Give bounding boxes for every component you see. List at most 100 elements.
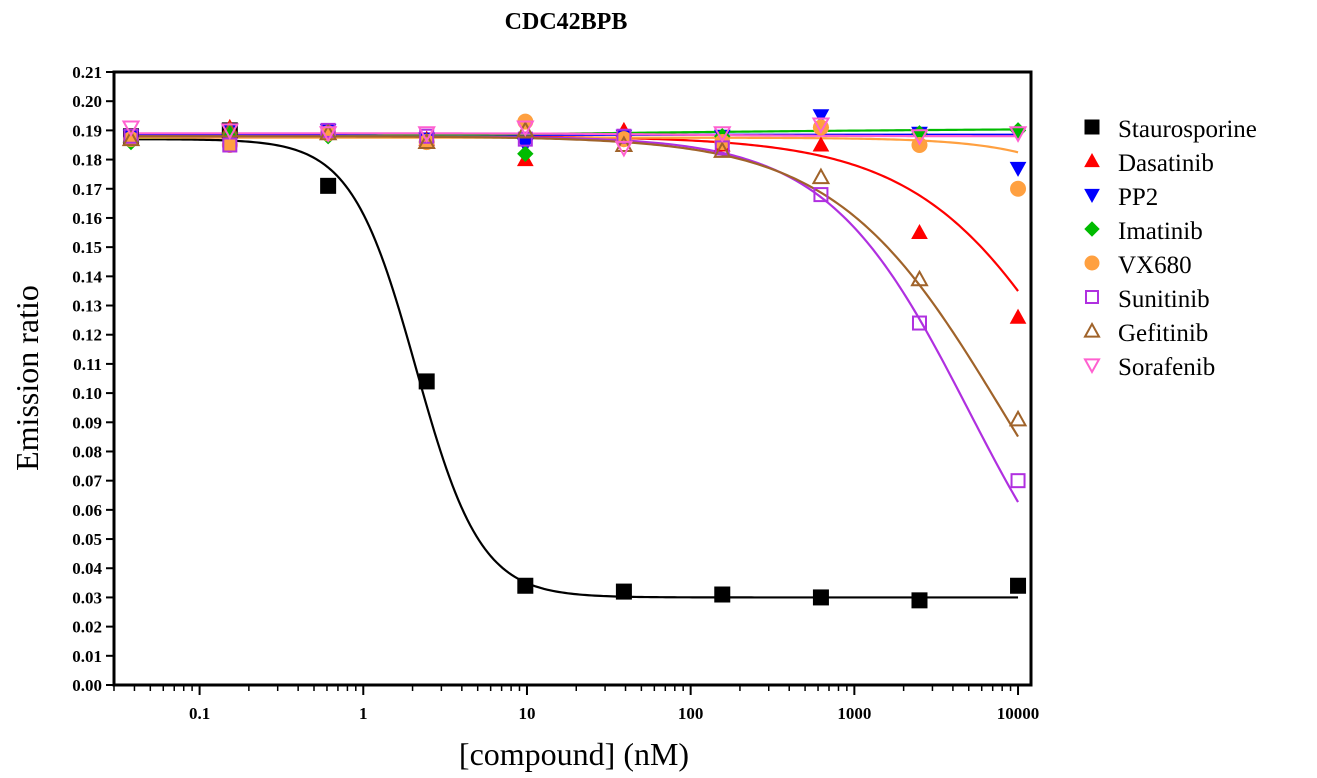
data-point — [418, 373, 435, 390]
data-point — [417, 132, 436, 150]
y-tick-label: 0.09 — [72, 413, 102, 432]
legend-item-pp2: PP2 — [1084, 184, 1158, 211]
data-point — [1010, 473, 1026, 489]
legend-marker — [1084, 188, 1100, 204]
y-axis: 0.00 0.01 0.02 0.03 0.04 0.05 0.06 0.07 0.08 0.09… — [72, 63, 114, 695]
legend-item-gefitinib: Gefitinib — [1083, 320, 1208, 347]
y-tick-label: 0.20 — [72, 92, 102, 111]
y-tick-label: 0.01 — [72, 647, 102, 666]
y-tick-label: 0.02 — [72, 618, 102, 637]
x-tick-label: 10000 — [997, 704, 1040, 723]
legend-marker — [1083, 358, 1101, 375]
legend-marker — [1084, 255, 1100, 271]
data-point — [1010, 577, 1027, 594]
legend-item-sunitinib: Sunitinib — [1085, 286, 1210, 313]
data-point — [1008, 126, 1028, 143]
series-sorafenib — [121, 117, 1028, 158]
y-tick-label: 0.17 — [72, 180, 102, 199]
y-tick-label: 0.03 — [72, 588, 102, 607]
data-point — [320, 177, 337, 194]
data-point — [811, 167, 831, 185]
x-tick-label: 10 — [518, 704, 535, 723]
plot-frame — [112, 70, 1033, 687]
y-tick-label: 0.13 — [72, 297, 102, 316]
data-point — [614, 135, 634, 152]
data-point — [910, 269, 929, 287]
data-point — [121, 129, 141, 147]
fit-curve-gefitinib — [129, 135, 1019, 438]
data-point — [813, 187, 829, 203]
legend-item-staurosporine: Staurosporine — [1084, 116, 1257, 143]
data-point — [1009, 161, 1027, 177]
data-point — [517, 577, 534, 594]
fit-curve-staurosporine — [129, 138, 1019, 599]
y-tick-label: 0.00 — [72, 676, 102, 695]
legend-label: Sorafenib — [1118, 354, 1215, 381]
data-point — [1009, 308, 1027, 324]
chart-title: CDC42BPB — [505, 9, 628, 35]
data-point — [812, 109, 830, 125]
data-point — [713, 126, 732, 143]
y-tick-label: 0.12 — [72, 326, 102, 345]
x-tick-label: 0.1 — [189, 704, 210, 723]
legend-label: Staurosporine — [1118, 116, 1257, 143]
series-vx680 — [122, 113, 1027, 197]
data-point — [911, 315, 927, 331]
legend-label: Imatinib — [1118, 218, 1203, 245]
fit-curve-dasatinib — [129, 135, 1019, 292]
series-staurosporine — [122, 122, 1027, 609]
data-point — [812, 589, 829, 606]
y-tick-label: 0.21 — [72, 63, 102, 82]
y-tick-label: 0.18 — [72, 151, 102, 170]
y-tick-label: 0.06 — [72, 501, 102, 520]
y-tick-label: 0.15 — [72, 238, 102, 257]
fit-curve-sorafenib — [129, 132, 1019, 138]
legend-marker — [1084, 152, 1100, 168]
series-dasatinib — [122, 118, 1027, 324]
y-tick-label: 0.14 — [72, 267, 102, 286]
legend-item-sorafenib: Sorafenib — [1083, 354, 1215, 381]
data-point — [910, 129, 929, 146]
data-point — [615, 583, 632, 600]
legend-marker — [1084, 221, 1100, 237]
legend-marker — [1085, 290, 1099, 304]
data-points — [121, 109, 1028, 609]
data-point — [713, 141, 732, 158]
y-tick-label: 0.11 — [73, 355, 102, 374]
fit-curve-sunitinib — [129, 135, 1019, 503]
data-point — [220, 123, 240, 140]
y-tick-label: 0.07 — [72, 472, 102, 491]
legend-label: VX680 — [1118, 252, 1192, 279]
data-point — [911, 224, 928, 240]
y-tick-label: 0.16 — [72, 209, 102, 228]
legend-item-dasatinib: Dasatinib — [1084, 150, 1214, 177]
legend-item-vx680: VX680 — [1084, 252, 1192, 279]
y-tick-label: 0.19 — [72, 121, 102, 140]
data-point — [1010, 180, 1027, 197]
legend-item-imatinib: Imatinib — [1084, 218, 1203, 245]
data-point — [121, 120, 141, 138]
y-tick-label: 0.04 — [72, 559, 102, 578]
x-tick-label: 1000 — [837, 704, 871, 723]
data-point — [812, 136, 830, 152]
data-point — [811, 117, 831, 135]
data-point — [911, 592, 928, 609]
legend-marker — [1083, 321, 1101, 338]
data-point — [1008, 409, 1028, 427]
legend-label: PP2 — [1118, 184, 1158, 211]
legend-label: Gefitinib — [1118, 320, 1208, 347]
data-point — [714, 586, 731, 603]
data-point — [517, 131, 533, 147]
legend-marker — [1084, 119, 1100, 135]
y-axis-label: Emission ratio — [9, 285, 45, 471]
data-point — [417, 126, 436, 143]
y-tick-label: 0.10 — [72, 384, 102, 403]
x-tick-label: 1 — [359, 704, 368, 723]
data-point — [318, 126, 338, 143]
x-axis: 0.1 1 10 100 1000 10000 — [113, 685, 1040, 723]
y-tick-label: 0.05 — [72, 530, 102, 549]
x-tick-label: 100 — [678, 704, 704, 723]
y-tick-label: 0.08 — [72, 442, 102, 461]
data-point — [614, 140, 634, 158]
